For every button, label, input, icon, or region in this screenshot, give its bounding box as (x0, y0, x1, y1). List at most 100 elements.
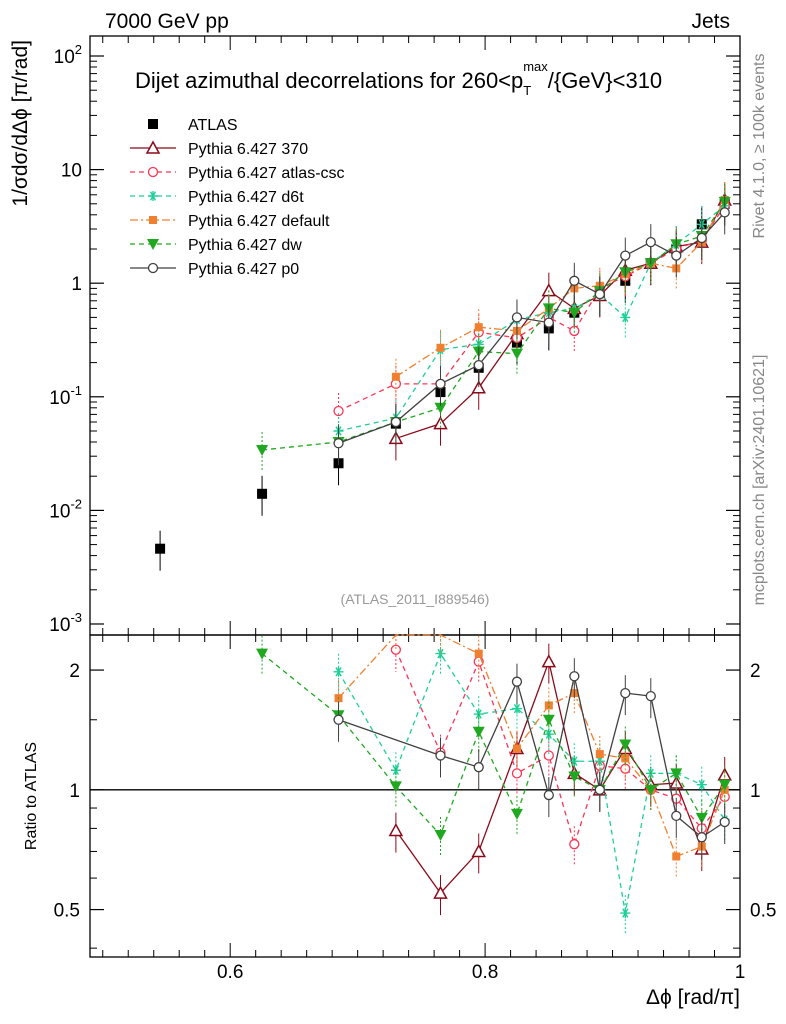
ratio-ytick-label-right-0: 0.5 (750, 901, 776, 922)
main-series (155, 182, 732, 571)
ratio-dw-point-9 (619, 739, 632, 751)
ratio-p0-point-12 (696, 832, 707, 843)
ratio-d6t-point-12 (696, 779, 707, 790)
main-p0-point-10 (620, 250, 631, 261)
main-ytick-label-4: 10 (61, 161, 82, 182)
ratio-ytick-label-right-2: 2 (750, 661, 761, 682)
header-left: 7000 GeV pp (105, 10, 229, 33)
main-p0-point-3 (390, 416, 402, 428)
legend-item-default: Pythia 6.427 default (130, 213, 330, 230)
main-atlas-csc-point-2 (333, 405, 344, 417)
ratio-y-axis-label: Ratio to ATLAS (23, 742, 40, 850)
legend-370-point-marker (145, 140, 161, 154)
ratio-p0-point-10 (645, 690, 656, 702)
ratio-p0-point-4 (473, 762, 484, 773)
legend-atlas-csc-point-marker (147, 166, 159, 178)
legend-p0-point-marker (147, 262, 159, 274)
main-d6t-point-5 (473, 339, 484, 350)
ratio-370-line (395, 659, 726, 895)
ratio-ytick-label-left-0: 0.5 (54, 901, 80, 922)
ratio-p0-point-1 (333, 714, 344, 725)
ratio-default-point-6 (544, 701, 553, 710)
ratio-series-p0 (333, 658, 730, 860)
main-series-p0 (333, 194, 730, 466)
ratio-dw-point-7 (568, 771, 581, 783)
main-default-point-4 (436, 343, 445, 352)
legend-dw-point-marker (147, 239, 159, 250)
legend: ATLAS Pythia 6.427 370 Pythia 6.427 atlas-… (130, 117, 345, 278)
legend-label-d6t: Pythia 6.427 d6t (188, 189, 304, 206)
main-dw-point-8 (568, 307, 581, 319)
header-right: Jets (691, 10, 730, 33)
ratio-dw-point-2 (389, 781, 402, 793)
legend-item-p0: Pythia 6.427 p0 (130, 261, 299, 278)
main-dw-point-4 (434, 402, 447, 414)
legend-label-dw: Pythia 6.427 dw (188, 237, 302, 254)
main-ytick-label-0: 10-3 (49, 610, 82, 636)
main-title-sub: T (523, 83, 531, 98)
main-ytick-label-5: 102 (54, 42, 82, 68)
mcplots-label: mcplots.cern.ch [arXiv:2401.10621] (751, 355, 768, 606)
ratio-series-dw (256, 635, 731, 857)
ratio-370-point-3 (433, 885, 448, 899)
ratio-370-point-4 (471, 843, 486, 858)
ratio-dw-point-12 (695, 812, 708, 824)
main-p0-point-12 (671, 250, 682, 261)
main-default-point-3 (391, 372, 400, 381)
xtick-label-0: 0.6 (217, 962, 243, 983)
legend-default-point-marker (149, 216, 157, 224)
main-dw-point-6 (510, 348, 523, 360)
legend-label-370: Pythia 6.427 370 (188, 141, 308, 158)
ratio-p0-point-7 (569, 671, 580, 682)
legend-label-ATLAS: ATLAS (188, 117, 238, 134)
legend-item-atlas-csc: Pythia 6.427 atlas-csc (130, 165, 345, 182)
main-default-point-5 (474, 323, 483, 332)
legend-label-atlas-csc: Pythia 6.427 atlas-csc (188, 165, 345, 182)
legend-item-dw: Pythia 6.427 dw (130, 237, 302, 254)
xtick-label-1: 0.8 (472, 962, 498, 983)
legend-ATLAS-point-marker (148, 119, 158, 129)
ratio-ytick-label-left-2: 2 (69, 661, 80, 682)
ratio-dw-point-5 (510, 808, 523, 820)
ratio-370-point-6 (541, 654, 557, 668)
ratio-dw-point-6 (542, 714, 555, 726)
ratio-default-point-9 (621, 754, 630, 763)
ratio-p0-point-3 (435, 750, 446, 761)
legend-d6t-point-marker (148, 191, 158, 201)
ratio-atlas-csc-line (395, 649, 726, 847)
ratio-d6t-point-5 (511, 703, 522, 714)
ratio-atlas-csc-point-5 (511, 768, 523, 779)
ratio-dw-point-11 (670, 768, 683, 780)
main-370-point-5 (471, 380, 486, 394)
ratio-panel: 0.5 0.5 1 1 2 2 0.6 0.8 1 Ratio to ATLAS Δϕ [rad… (23, 634, 776, 1009)
legend-item-ATLAS: ATLAS (148, 117, 238, 134)
legend-item-d6t: Pythia 6.427 d6t (130, 189, 304, 206)
ratio-d6t-point-9 (620, 908, 631, 919)
main-ytick-label-3: 1 (71, 274, 82, 295)
ratio-axis-ticks: 0.5 0.5 1 1 2 2 0.6 0.8 1 (54, 635, 776, 983)
ratio-dw-point-13 (718, 779, 731, 791)
ratio-atlas-csc-point-7 (569, 839, 580, 850)
x-axis-label: Δϕ [rad/π] (646, 986, 740, 1009)
main-p0-point-7 (543, 317, 554, 328)
ratio-default-point-11 (672, 852, 681, 861)
ratio-dw-point-10 (644, 784, 657, 796)
main-ATLAS-point-0 (155, 543, 166, 554)
ratio-d6t-point-3 (435, 648, 446, 659)
main-title-sup: max (523, 59, 548, 74)
main-p0-point-5 (473, 359, 484, 371)
main-p0-point-4 (435, 378, 446, 390)
ratio-p0-point-13 (719, 816, 730, 828)
ratio-default-point-5 (512, 744, 521, 753)
main-dw-line (261, 201, 726, 451)
main-p0-point-9 (594, 289, 605, 300)
rivet-version-label: Rivet 4.1.0, ≥ 100k events (751, 54, 768, 239)
ratio-default-point-8 (595, 750, 604, 759)
main-ytick-label-1: 10-2 (49, 496, 82, 522)
ratio-default-point-4 (474, 649, 483, 658)
main-ATLAS-point-1 (257, 488, 268, 499)
main-title-suffix: /{GeV}<310 (548, 68, 662, 93)
ratio-d6t-point-7 (569, 756, 580, 767)
